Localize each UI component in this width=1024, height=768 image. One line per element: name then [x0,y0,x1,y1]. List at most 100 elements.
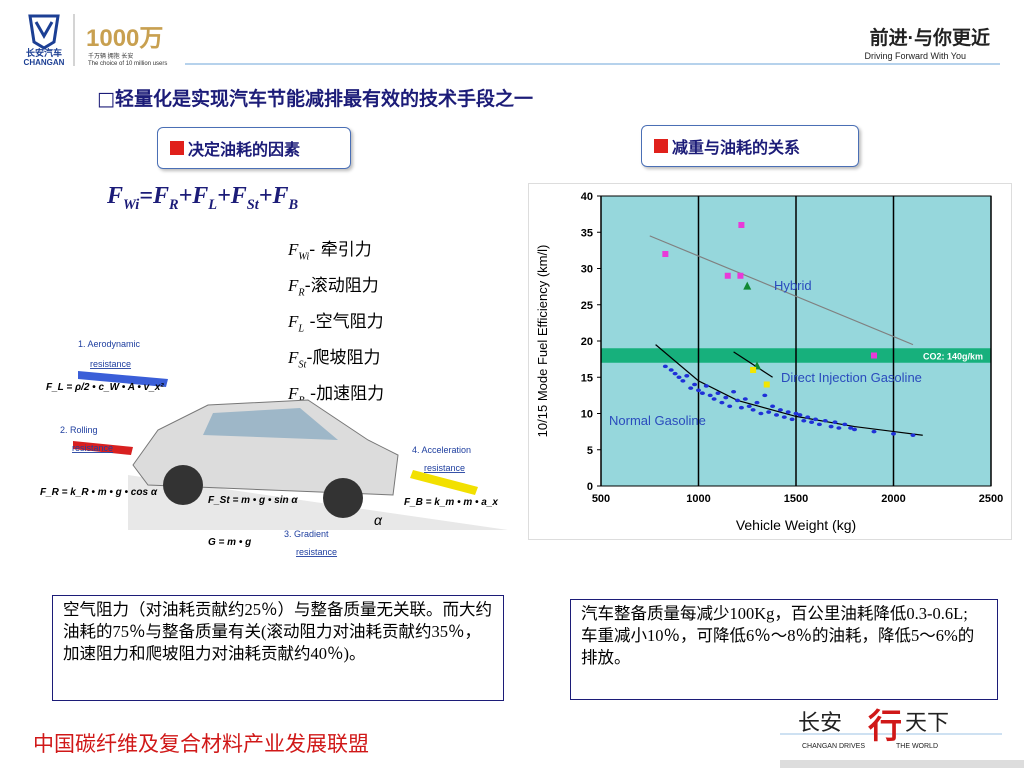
formula-part: +F [217,183,247,209]
force-desc: -爬坡阻力 [306,347,381,368]
y-tick-label: 35 [581,227,593,239]
force-symbol: F [288,240,299,259]
point [750,408,756,412]
point [797,413,803,417]
x-tick-label: 500 [592,493,610,505]
brand-en: CHANGAN [24,58,65,67]
force-sub: Wi [298,251,310,263]
point [848,426,854,430]
wheel [323,478,363,518]
point [738,405,744,410]
point [684,374,690,378]
force-item: FWi- 牵引力 [288,236,384,272]
arrow [410,470,478,495]
point [871,352,877,359]
slope [128,475,508,530]
y-tick-label: 40 [581,191,593,203]
force-desc: - 牵引力 [309,240,372,260]
point [770,404,776,409]
slogan-en: Driving Forward With You [864,51,966,61]
force-symbol: F [288,275,299,295]
note-text: 汽车整备质量每减少100Kg，百公里油耗降低0.3-0.6L; [581,604,968,623]
label: resistance [424,463,465,473]
car-window [203,408,338,440]
section-title-text: 减重与油耗的关系 [672,138,801,157]
x-axis-label: Vehicle Weight (kg) [736,517,856,533]
annotation: Direct Injection Gasoline [781,370,922,385]
point [750,367,757,373]
formula: FWi=FR+FL+FSt+FB [107,183,298,214]
logo-number: 1000万 [86,25,163,52]
car-body [132,399,399,496]
slogan-cn: 前进·与你更近 [870,26,990,49]
label: 2. Rolling [60,425,98,435]
y-axis-label: 10/15 Mode Fuel Efficiency (km/l) [535,245,550,438]
plot-area: CO2: 140g/km 500 1000 1500 2000 2500 0 5 10 15 20 2… [581,191,1003,505]
footer: 中国碳纤维及复合材料产业发展联盟 [33,732,369,756]
point [852,427,857,432]
force-symbol: F [288,311,299,331]
angle-label: α [374,512,383,528]
point [842,422,848,427]
logo-text: 天下 [905,710,949,735]
point [735,398,740,403]
point [724,272,731,279]
formula-label: G = m • g [208,537,251,548]
point [777,408,783,412]
force-symbol: F [288,383,299,403]
label: 4. Acceleration [412,445,471,455]
point [762,393,768,398]
point [715,391,721,395]
trend-line [655,344,923,436]
section-title-text: 决定油耗的因素 [188,140,301,159]
point [801,418,807,423]
point [746,404,752,409]
logo-tagline: 千万辆 拥抱 长安 [88,52,133,60]
brand-cn: 长安汽车 [26,47,62,58]
point [707,393,713,398]
note-box: 空气阻力（对油耗贡献约25％）与整备质量无关联。而大约油耗的75％与整备质量有关… [52,595,504,701]
point [688,386,694,390]
label: resistance [296,547,337,557]
y-tick-label: 25 [581,300,593,312]
point [781,415,787,419]
point [763,381,770,388]
x-tick-label: 2500 [979,493,1003,505]
point [816,422,822,427]
point [871,429,877,434]
point [836,426,842,430]
point [723,395,729,400]
point [774,413,779,417]
arrow [78,371,168,387]
point [727,404,733,409]
formula-sub: R [168,196,179,213]
y-tick-label: 0 [587,481,593,493]
point [809,420,815,424]
label: resistance [72,443,113,453]
y-tick-label: 15 [581,372,593,384]
point [737,272,744,279]
point [743,281,752,290]
point [711,397,717,401]
logo-text: CHANGAN DRIVES [802,743,865,750]
point [692,382,698,387]
point [805,415,811,419]
x-tick-label: 2000 [881,493,905,505]
point [719,400,725,405]
point [789,417,795,422]
force-desc: -空气阻力 [304,311,384,332]
formula-label: F_L = ρ/2 • c_W • A • v_x² [46,382,164,393]
point [758,411,764,416]
trend-line [733,351,773,378]
point [891,432,896,436]
point [754,400,760,405]
trend-line [649,235,914,346]
point [910,433,916,438]
formula-part: +F [258,183,289,209]
force-desc: -滚动阻力 [304,275,379,296]
annotation: Hybrid [774,278,812,293]
logo-text: 长安 [798,710,842,735]
section-title: 决定油耗的因素 [157,127,351,169]
wheel [163,465,203,505]
